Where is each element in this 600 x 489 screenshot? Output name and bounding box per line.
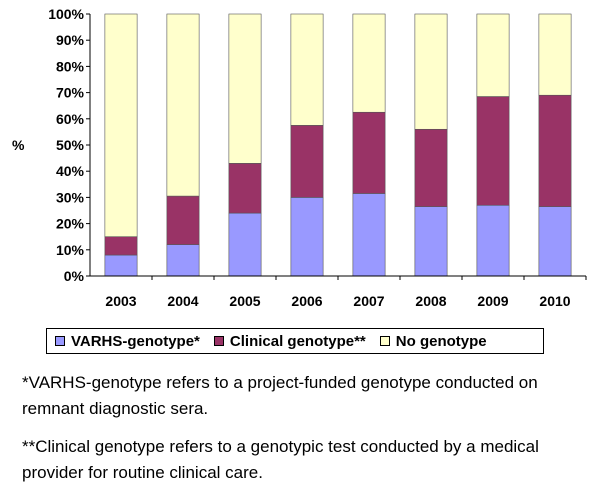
- legend-item-clinical: Clinical genotype**: [213, 332, 366, 350]
- bar-segment-varhs-2008: [414, 206, 448, 277]
- bar-segment-clinical-2009: [476, 96, 510, 206]
- legend-item-none: No genotype: [379, 332, 487, 350]
- bar-segment-clinical-2008: [414, 128, 448, 207]
- x-tick-label: 2003: [105, 293, 136, 309]
- legend: VARHS-genotype* Clinical genotype** No g…: [46, 328, 544, 354]
- x-tick-label: 2005: [229, 293, 260, 309]
- y-tick-label: 20%: [56, 216, 85, 232]
- bar-segment-clinical-2006: [290, 125, 324, 198]
- bar-segment-varhs-2009: [476, 204, 510, 277]
- y-tick-label: 100%: [48, 6, 84, 22]
- x-tick-label: 2006: [291, 293, 322, 309]
- bar-segment-varhs-2005: [228, 212, 262, 277]
- bar-segment-none-2004: [166, 13, 200, 197]
- bar-segment-none-2007: [352, 13, 386, 113]
- bar-segment-clinical-2003: [104, 236, 138, 256]
- y-tick-label: 70%: [56, 85, 85, 101]
- y-tick-label: 0%: [64, 268, 85, 284]
- legend-label-varhs: VARHS-genotype*: [71, 332, 200, 350]
- y-tick-label: 40%: [56, 163, 85, 179]
- bar-segment-none-2008: [414, 13, 448, 130]
- y-tick-label: 50%: [56, 137, 85, 153]
- legend-swatch-clinical: [213, 336, 224, 346]
- legend-label-clinical: Clinical genotype**: [229, 332, 366, 350]
- bar-segment-varhs-2010: [538, 206, 572, 277]
- bar-segment-clinical-2004: [166, 195, 200, 245]
- bar-segment-varhs-2006: [290, 197, 324, 277]
- legend-swatch-varhs: [55, 336, 65, 346]
- y-tick-label: 10%: [56, 242, 85, 258]
- footnote-varhs: *VARHS-genotype refers to a project-fund…: [22, 373, 538, 418]
- bars: [104, 13, 572, 277]
- y-tick-label: 80%: [56, 58, 85, 74]
- bar-segment-none-2010: [538, 13, 572, 96]
- bar-segment-clinical-2005: [228, 163, 262, 214]
- y-axis-label: %: [12, 137, 25, 153]
- y-tick-label: 60%: [56, 111, 85, 127]
- legend-item-varhs: VARHS-genotype*: [55, 333, 200, 350]
- bar-segment-clinical-2007: [352, 111, 386, 194]
- x-tick-label: 2004: [167, 293, 198, 309]
- x-tick-label: 2008: [415, 293, 446, 309]
- bar-segment-varhs-2004: [166, 244, 200, 277]
- y-tick-label: 30%: [56, 189, 85, 205]
- stacked-bar-chart: 0%10%20%30%40%50%60%70%80%90%100% 2003 20…: [12, 6, 587, 309]
- bar-segment-none-2006: [290, 13, 324, 126]
- legend-label-none: No genotype: [395, 332, 487, 350]
- bar-segment-none-2009: [476, 13, 510, 97]
- legend-swatch-none: [379, 336, 390, 346]
- x-tick-label: 2010: [539, 293, 570, 309]
- bar-segment-varhs-2003: [104, 254, 138, 277]
- footnote-clinical: **Clinical genotype refers to a genotypi…: [22, 437, 539, 482]
- bar-segment-none-2003: [104, 13, 138, 237]
- x-tick-label: 2009: [477, 293, 508, 309]
- bar-segment-none-2005: [228, 13, 262, 164]
- x-tick-label: 2007: [353, 293, 384, 309]
- x-axis: 2003 2004 2005 2006 2007 2008 2009 2010: [90, 275, 587, 309]
- bar-segment-clinical-2010: [538, 94, 572, 207]
- y-tick-label: 90%: [56, 32, 85, 48]
- bar-segment-varhs-2007: [352, 193, 386, 277]
- y-axis: 0% 10% 20% 30% 40% 50% 60% 70% 80% 90% 100%: [48, 6, 91, 284]
